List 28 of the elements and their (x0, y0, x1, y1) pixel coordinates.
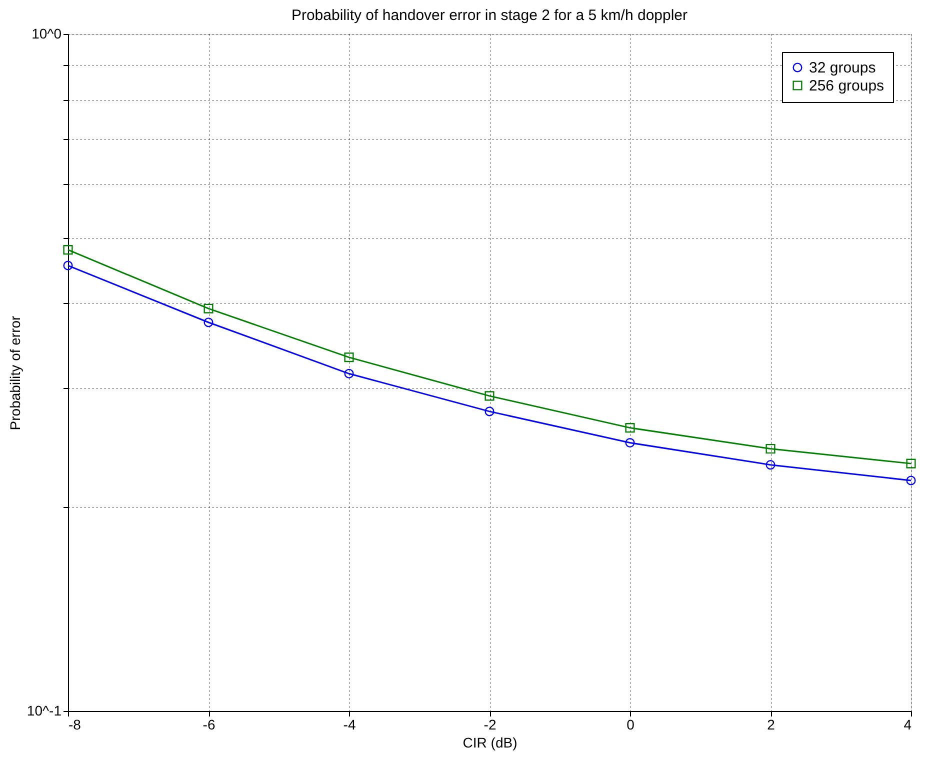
y-tick-label: 10^-1 (26, 702, 62, 718)
point (906, 476, 916, 486)
point (63, 260, 73, 270)
point (766, 444, 776, 454)
point (625, 438, 635, 448)
point (484, 406, 494, 416)
x-axis-title: CIR (dB) (462, 734, 518, 750)
point (204, 318, 214, 328)
y-axis-title: Probability of error (6, 315, 23, 430)
x-tick-label: 0 (626, 716, 635, 732)
legend-label: 32 groups (809, 60, 876, 76)
x-tick-label: -4 (343, 716, 356, 732)
point (344, 352, 354, 362)
point (63, 245, 73, 255)
x-tick-label: -8 (68, 716, 82, 732)
x-tick-label: 4 (904, 716, 912, 732)
x-tick-label: -6 (202, 716, 216, 732)
x-tick-label: -2 (484, 716, 496, 732)
legend-label: 256 groups (809, 78, 884, 94)
point (484, 391, 494, 401)
point (344, 368, 354, 378)
point (766, 460, 776, 470)
chart-title: Probability of handover error in stage 2 for a 5 km/h doppler (291, 7, 688, 24)
point (906, 458, 916, 468)
point (625, 423, 635, 433)
x-tick-label: 2 (767, 716, 776, 732)
y-tick-label: 10^0 (32, 26, 62, 42)
point (204, 304, 214, 314)
